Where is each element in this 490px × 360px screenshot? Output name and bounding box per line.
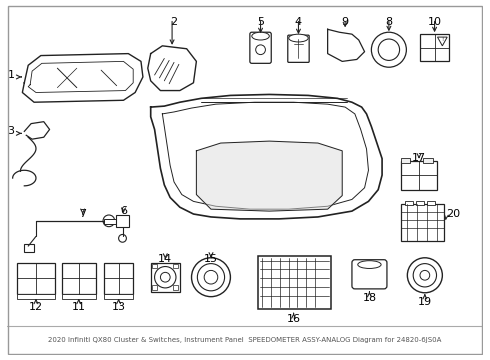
Text: 2: 2 [171, 17, 177, 27]
Circle shape [197, 264, 224, 291]
FancyBboxPatch shape [104, 219, 116, 224]
FancyBboxPatch shape [416, 201, 424, 205]
FancyBboxPatch shape [17, 294, 55, 298]
Circle shape [413, 264, 437, 287]
FancyBboxPatch shape [400, 158, 410, 162]
Text: 5: 5 [257, 17, 264, 27]
FancyBboxPatch shape [173, 264, 178, 269]
FancyBboxPatch shape [104, 294, 133, 298]
Circle shape [53, 64, 81, 91]
Text: 15: 15 [204, 254, 218, 264]
Circle shape [337, 39, 357, 58]
Ellipse shape [358, 261, 381, 269]
Polygon shape [196, 141, 342, 211]
Text: 6: 6 [120, 206, 127, 216]
Text: 13: 13 [112, 302, 125, 311]
Circle shape [342, 44, 352, 54]
Text: 12: 12 [29, 302, 43, 311]
Polygon shape [151, 94, 382, 219]
FancyBboxPatch shape [352, 260, 387, 289]
Text: 7: 7 [79, 209, 86, 219]
FancyBboxPatch shape [250, 32, 271, 63]
Circle shape [103, 215, 115, 227]
FancyBboxPatch shape [62, 294, 96, 298]
FancyBboxPatch shape [104, 263, 133, 294]
Circle shape [256, 45, 266, 55]
FancyBboxPatch shape [427, 201, 435, 205]
Circle shape [371, 32, 406, 67]
Circle shape [160, 273, 170, 282]
Circle shape [119, 234, 126, 242]
FancyBboxPatch shape [152, 285, 156, 290]
FancyBboxPatch shape [164, 156, 186, 175]
Ellipse shape [289, 34, 308, 42]
FancyBboxPatch shape [17, 263, 55, 294]
Text: 18: 18 [363, 293, 376, 303]
Text: 3: 3 [7, 126, 15, 136]
Polygon shape [438, 37, 447, 46]
Text: 11: 11 [72, 302, 86, 311]
FancyBboxPatch shape [173, 285, 178, 290]
Text: 4: 4 [295, 17, 302, 27]
Text: 16: 16 [287, 314, 300, 324]
FancyBboxPatch shape [258, 256, 331, 309]
FancyBboxPatch shape [62, 263, 96, 294]
FancyBboxPatch shape [420, 34, 449, 62]
FancyBboxPatch shape [24, 244, 34, 252]
FancyBboxPatch shape [352, 131, 371, 161]
FancyBboxPatch shape [400, 161, 438, 190]
FancyBboxPatch shape [423, 158, 433, 162]
FancyBboxPatch shape [116, 215, 129, 227]
Polygon shape [148, 46, 196, 91]
FancyBboxPatch shape [405, 201, 413, 205]
Text: 14: 14 [158, 254, 172, 264]
Circle shape [48, 58, 87, 97]
Text: !: ! [441, 36, 443, 41]
FancyBboxPatch shape [400, 204, 444, 241]
Circle shape [192, 258, 230, 297]
Circle shape [407, 258, 442, 293]
Circle shape [204, 270, 218, 284]
FancyBboxPatch shape [152, 264, 156, 269]
Text: 9: 9 [342, 17, 349, 27]
Text: 17: 17 [412, 153, 426, 163]
Circle shape [378, 39, 399, 60]
Text: 8: 8 [385, 17, 392, 27]
FancyBboxPatch shape [288, 35, 309, 62]
Circle shape [420, 270, 430, 280]
Polygon shape [328, 29, 365, 62]
Text: 20: 20 [446, 209, 461, 219]
Circle shape [98, 67, 120, 89]
Circle shape [93, 62, 124, 94]
FancyBboxPatch shape [164, 122, 194, 149]
Text: 19: 19 [418, 297, 432, 307]
FancyBboxPatch shape [151, 263, 180, 292]
Text: 10: 10 [428, 17, 441, 27]
Text: 1: 1 [7, 70, 15, 80]
Polygon shape [23, 54, 143, 102]
Circle shape [154, 266, 176, 288]
Ellipse shape [252, 32, 270, 40]
Text: 2020 Infiniti QX80 Cluster & Switches, Instrument Panel  SPEEDOMETER ASSY-ANALOG: 2020 Infiniti QX80 Cluster & Switches, I… [49, 337, 441, 343]
